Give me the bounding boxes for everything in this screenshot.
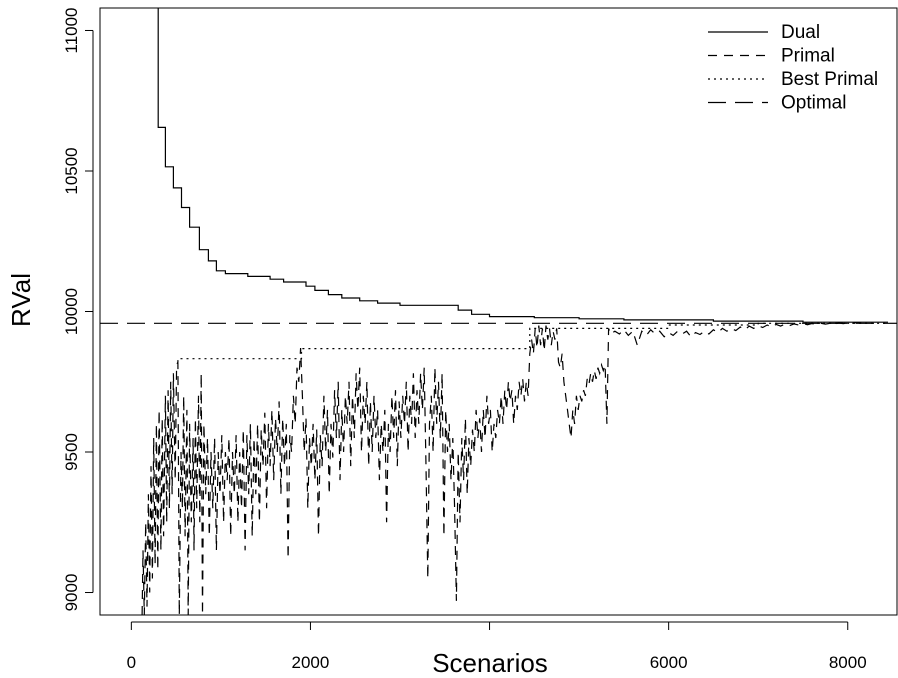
legend-optimal-label: Optimal <box>781 93 846 114</box>
plot-area <box>100 8 897 616</box>
series-primal-line <box>141 322 866 616</box>
x-tick-label: 8000 <box>829 653 867 672</box>
x-axis-title: Scenarios <box>432 648 548 678</box>
y-tick-label: 11000 <box>62 7 81 53</box>
legend-primal-label: Primal <box>781 46 835 67</box>
series-dual-line <box>157 8 888 323</box>
legend-best-primal-label: Best Primal <box>781 69 878 90</box>
x-tick-label: 2000 <box>292 653 330 672</box>
y-axis-title: RVal <box>6 273 36 327</box>
series-best-primal-line <box>177 322 888 363</box>
axes: 0 2000 6000 8000 9000 9500 10000 10500 11000 <box>62 7 867 672</box>
y-tick-label: 9500 <box>62 433 81 471</box>
x-tick-label: 6000 <box>650 653 688 672</box>
y-tick-label: 9000 <box>62 574 81 612</box>
plot-frame <box>99 7 898 616</box>
x-tick-label: 0 <box>127 653 136 672</box>
y-tick-label: 10000 <box>62 288 81 335</box>
y-tick-label: 10500 <box>62 147 81 194</box>
legend-dual-label: Dual <box>781 22 820 43</box>
